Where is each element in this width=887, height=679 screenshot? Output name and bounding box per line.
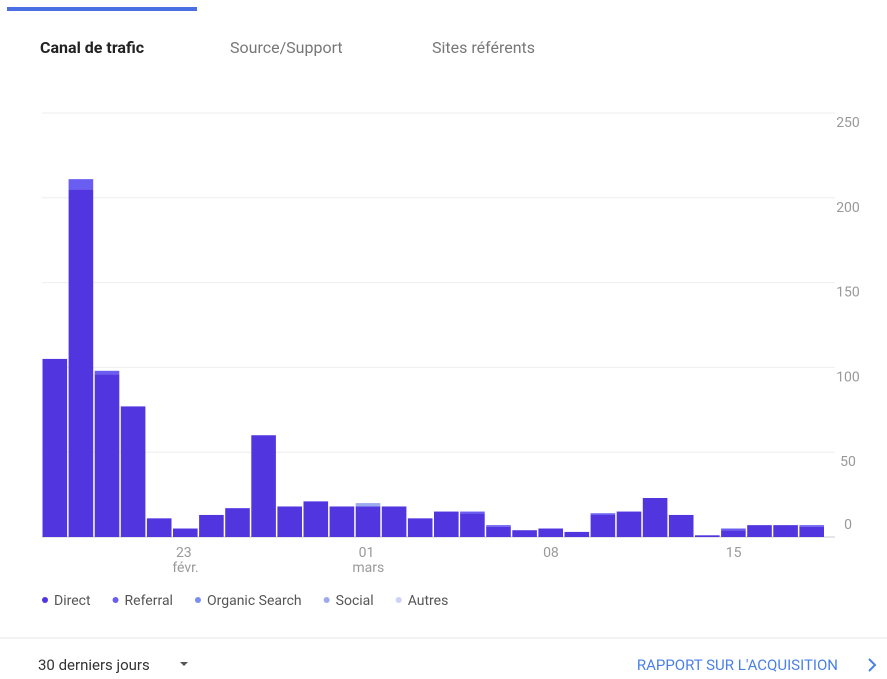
x-tick-label: 01 mars (352, 545, 384, 576)
bar-segment (668, 514, 694, 537)
bar-segment (225, 508, 250, 537)
bar-segment (146, 518, 172, 537)
bar-segment (68, 189, 94, 537)
bar-segment (773, 525, 798, 537)
bar-segment (486, 525, 511, 527)
bar-segment (747, 525, 772, 537)
legend-marker (395, 597, 402, 603)
legend-label: Direct (54, 593, 91, 609)
tab[interactable]: Canal de trafic (40, 38, 144, 57)
legend-label: Organic Search (207, 593, 302, 609)
bar-segment (173, 528, 198, 537)
bar-segment (251, 435, 276, 537)
bar-segment (799, 525, 824, 527)
x-tick-label: 08 (543, 545, 559, 561)
tab[interactable]: Sites référents (432, 38, 535, 57)
bar-segment (303, 501, 329, 537)
bar-segment (460, 513, 485, 537)
bar-segment (329, 506, 355, 537)
bar-segment (695, 535, 720, 537)
y-tick-label: 150 (836, 285, 860, 301)
bar-segment (642, 497, 668, 537)
dropdown-arrow (180, 662, 188, 666)
x-tick-label: 15 (726, 545, 742, 561)
bar-segment (434, 511, 459, 537)
bar-segment (407, 518, 433, 537)
y-tick-label: 50 (840, 454, 856, 470)
bar-segment (564, 531, 590, 537)
bar-segment (616, 511, 642, 537)
bar-segment (199, 514, 224, 537)
bar-segment (68, 179, 94, 190)
y-tick-label: 0 (844, 517, 852, 533)
bar-segment (799, 526, 824, 537)
bar-segment (590, 513, 616, 515)
legend-marker (112, 597, 119, 603)
report-link[interactable]: RAPPORT SUR L'ACQUISITION (637, 656, 838, 674)
bar-segment (460, 511, 485, 514)
bar-segment (94, 374, 120, 537)
period-selector[interactable]: 30 derniers jours (38, 656, 150, 674)
legend-marker (194, 597, 201, 603)
bar-segment (355, 506, 381, 537)
bar-segment (94, 370, 120, 375)
bar-segment (381, 506, 407, 537)
x-tick-label: 23 févr. (172, 545, 198, 576)
y-tick-label: 200 (836, 200, 860, 216)
bar-segment (538, 528, 563, 537)
legend-label: Social (336, 593, 374, 609)
bar-segment (590, 514, 616, 537)
bar-segment (512, 530, 537, 537)
y-tick-label: 250 (836, 115, 860, 131)
bar-segment (277, 506, 302, 537)
legend-marker (42, 597, 48, 603)
y-tick-label: 100 (836, 369, 860, 385)
legend-marker (323, 597, 330, 603)
legend-label: Autres (408, 593, 449, 609)
bar-segment (355, 503, 381, 507)
legend-label: Referral (125, 593, 173, 609)
bar-segment (486, 526, 511, 537)
bar-segment (721, 530, 746, 537)
tab[interactable]: Source/Support (230, 38, 343, 57)
bar-segment (42, 358, 68, 537)
bar-segment (120, 406, 146, 537)
bar-segment (721, 528, 746, 531)
tab-indicator (7, 7, 197, 11)
chevron (868, 658, 877, 672)
